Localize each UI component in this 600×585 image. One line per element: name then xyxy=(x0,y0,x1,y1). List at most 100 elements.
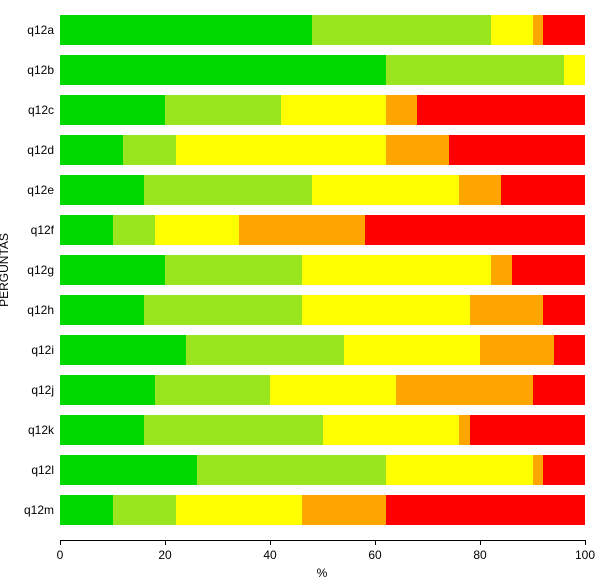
bar-segment xyxy=(186,335,344,365)
bar-segment xyxy=(470,415,586,445)
x-axis-line xyxy=(60,540,585,542)
bar-segment xyxy=(512,255,586,285)
bar-segment xyxy=(176,135,386,165)
bar-segment xyxy=(60,95,165,125)
bar-segment xyxy=(344,335,481,365)
bar-segment xyxy=(396,375,533,405)
bar-segment xyxy=(533,455,544,485)
y-tick-label: q12d xyxy=(4,143,54,157)
bar-segment xyxy=(165,95,281,125)
bar-row xyxy=(60,415,585,445)
bar-segment xyxy=(554,335,586,365)
bar-row xyxy=(60,95,585,125)
y-tick-label: q12j xyxy=(4,383,54,397)
bar-segment xyxy=(60,415,144,445)
bar-segment xyxy=(60,135,123,165)
y-tick-label: q12m xyxy=(4,503,54,517)
stacked-bar-chart: PERGUNTAS % q12aq12bq12cq12dq12eq12fq12g… xyxy=(0,0,600,585)
bar-row xyxy=(60,135,585,165)
y-tick-label: q12g xyxy=(4,263,54,277)
bar-row xyxy=(60,15,585,45)
y-tick-label: q12i xyxy=(4,343,54,357)
bar-segment xyxy=(144,295,302,325)
y-tick-label: q12h xyxy=(4,303,54,317)
bar-segment xyxy=(60,295,144,325)
bar-segment xyxy=(501,175,585,205)
bar-row xyxy=(60,455,585,485)
bar-segment xyxy=(302,255,491,285)
bar-segment xyxy=(386,95,418,125)
bar-segment xyxy=(491,15,533,45)
bar-segment xyxy=(459,415,470,445)
bar-segment xyxy=(60,15,312,45)
y-tick-label: q12b xyxy=(4,63,54,77)
x-tick-label: 20 xyxy=(158,548,171,562)
bar-segment xyxy=(144,415,323,445)
bar-segment xyxy=(386,495,586,525)
x-tick xyxy=(165,540,166,545)
bar-segment xyxy=(113,495,176,525)
bar-segment xyxy=(543,15,585,45)
bar-segment xyxy=(176,495,302,525)
bar-segment xyxy=(470,295,544,325)
bar-segment xyxy=(197,455,386,485)
bar-segment xyxy=(459,175,501,205)
y-tick-label: q12c xyxy=(4,103,54,117)
bar-row xyxy=(60,55,585,85)
x-tick-label: 80 xyxy=(473,548,486,562)
bar-segment xyxy=(270,375,396,405)
bar-row xyxy=(60,495,585,525)
bar-segment xyxy=(155,215,239,245)
bar-segment xyxy=(491,255,512,285)
y-tick-label: q12k xyxy=(4,423,54,437)
bar-segment xyxy=(60,375,155,405)
bar-segment xyxy=(60,175,144,205)
bar-segment xyxy=(60,495,113,525)
x-tick xyxy=(585,540,586,545)
bar-segment xyxy=(386,135,449,165)
bar-segment xyxy=(281,95,386,125)
bar-segment xyxy=(113,215,155,245)
x-tick xyxy=(270,540,271,545)
bar-segment xyxy=(312,175,459,205)
x-tick xyxy=(60,540,61,545)
x-tick xyxy=(480,540,481,545)
bar-row xyxy=(60,375,585,405)
bar-segment xyxy=(386,455,533,485)
bar-segment xyxy=(543,295,585,325)
y-tick-label: q12e xyxy=(4,183,54,197)
bar-segment xyxy=(365,215,586,245)
bar-segment xyxy=(60,255,165,285)
bar-segment xyxy=(60,455,197,485)
y-tick-label: q12f xyxy=(4,223,54,237)
bar-segment xyxy=(155,375,271,405)
bar-segment xyxy=(480,335,554,365)
bar-segment xyxy=(417,95,585,125)
bar-row xyxy=(60,215,585,245)
bar-segment xyxy=(123,135,176,165)
bar-segment xyxy=(302,495,386,525)
x-tick-label: 100 xyxy=(575,548,595,562)
bar-segment xyxy=(144,175,312,205)
bar-segment xyxy=(60,215,113,245)
y-tick-label: q12a xyxy=(4,23,54,37)
x-tick xyxy=(375,540,376,545)
plot-area xyxy=(60,10,585,530)
bar-segment xyxy=(239,215,365,245)
bar-segment xyxy=(543,455,585,485)
bar-row xyxy=(60,295,585,325)
bar-segment xyxy=(302,295,470,325)
bar-segment xyxy=(564,55,585,85)
x-tick-label: 40 xyxy=(263,548,276,562)
bar-segment xyxy=(533,15,544,45)
bar-row xyxy=(60,255,585,285)
bar-row xyxy=(60,175,585,205)
bar-segment xyxy=(533,375,586,405)
x-tick-label: 60 xyxy=(368,548,381,562)
bar-segment xyxy=(449,135,586,165)
x-axis-title: % xyxy=(317,566,328,580)
x-tick-label: 0 xyxy=(57,548,64,562)
bar-segment xyxy=(60,55,386,85)
bar-row xyxy=(60,335,585,365)
y-tick-label: q12l xyxy=(4,463,54,477)
